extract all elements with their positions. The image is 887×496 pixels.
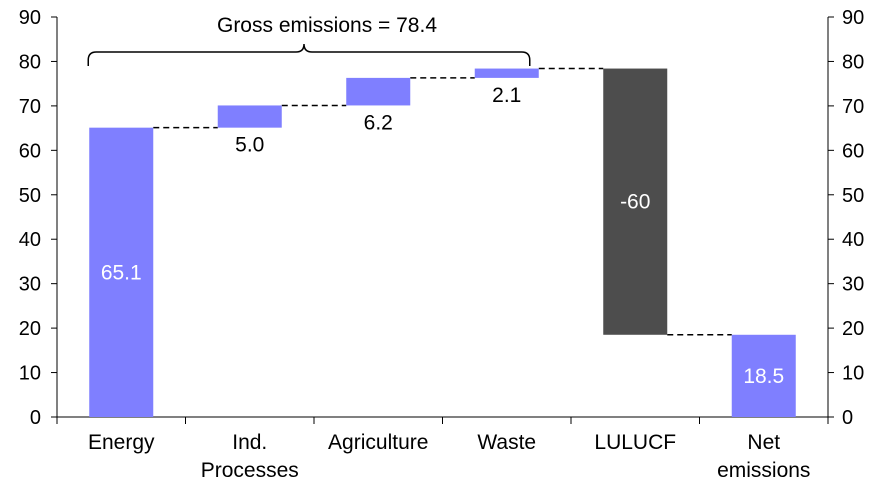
y-tick-label-left: 70	[19, 96, 41, 118]
y-tick-label-left: 20	[19, 318, 41, 340]
y-tick-label-left: 40	[19, 229, 41, 251]
bar	[89, 127, 154, 418]
bar	[346, 77, 411, 106]
bar-value-label: 6.2	[364, 111, 393, 134]
y-tick-label-right: 50	[842, 185, 864, 207]
category-label: Ind.	[232, 431, 267, 454]
y-tick-label-left: 60	[19, 140, 41, 162]
category-label: Waste	[477, 431, 536, 454]
annotation-label: Gross emissions = 78.4	[217, 14, 437, 37]
y-tick-label-left: 0	[30, 407, 41, 429]
category-label: LULUCF	[594, 431, 676, 454]
annotation-bracket	[87, 43, 531, 66]
y-tick-label-right: 40	[842, 229, 864, 251]
y-tick-label-left: 10	[19, 363, 41, 385]
y-tick-label-right: 10	[842, 363, 864, 385]
bar-value-label: 65.1	[101, 261, 142, 284]
y-tick-label-right: 30	[842, 274, 864, 296]
bar	[603, 68, 668, 335]
category-label: Agriculture	[328, 431, 428, 454]
y-tick-label-left: 80	[19, 51, 41, 73]
y-tick-label-left: 90	[19, 7, 41, 29]
bar	[474, 68, 539, 78]
y-tick-label-right: 70	[842, 96, 864, 118]
y-tick-label-left: 50	[19, 185, 41, 207]
y-tick-label-right: 0	[842, 407, 853, 429]
y-tick-label-right: 90	[842, 7, 864, 29]
bar-value-label: 5.0	[235, 134, 264, 157]
bar	[217, 105, 282, 128]
category-label: emissions	[717, 459, 810, 482]
y-tick-label-left: 30	[19, 274, 41, 296]
y-tick-label-right: 20	[842, 318, 864, 340]
y-tick-label-right: 60	[842, 140, 864, 162]
bar-value-label: -60	[620, 191, 650, 214]
category-label: Net	[747, 431, 780, 454]
category-label: Processes	[201, 459, 299, 482]
bar-value-label: 2.1	[492, 84, 521, 107]
y-tick-label-right: 80	[842, 51, 864, 73]
bar-value-label: 18.5	[743, 365, 784, 388]
bar	[731, 334, 796, 417]
category-label: Energy	[88, 431, 155, 454]
